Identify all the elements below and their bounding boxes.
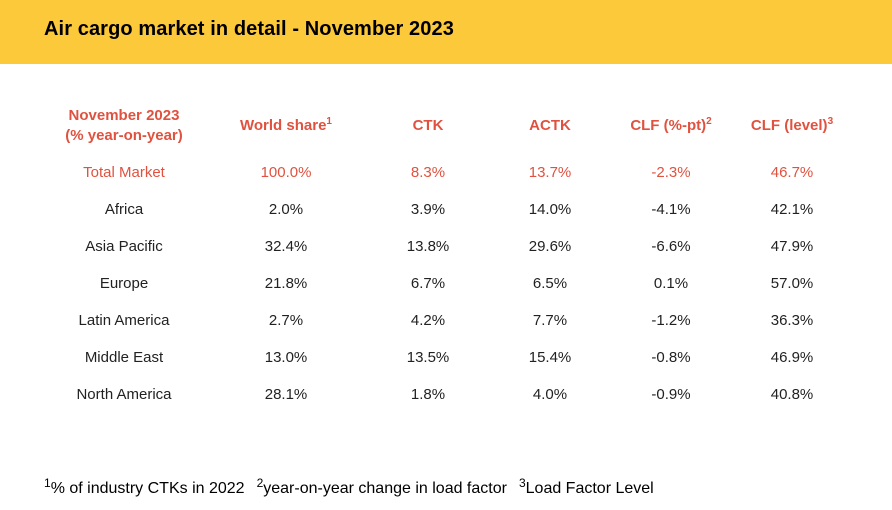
row-africa-clf-level: 42.1% xyxy=(770,201,814,218)
column-header-label: CTK xyxy=(412,117,444,134)
row-north-america-clf-pt: -0.9% xyxy=(651,386,691,403)
column-header-label: CLF (level) xyxy=(750,117,828,134)
row-asia-pacific-clf-level: 47.9% xyxy=(770,238,814,255)
row-total-market-clf-pt: -2.3% xyxy=(651,164,691,181)
row-total-market-world-share: 100.0% xyxy=(260,164,312,181)
title-banner xyxy=(0,0,892,64)
row-europe-ctk: 6.7% xyxy=(410,275,446,292)
footnote-1-number: 1 xyxy=(44,476,51,490)
row-middle-east-world-share: 13.0% xyxy=(264,349,308,366)
row-label-header: November 2023 (% year-on-year) xyxy=(65,106,183,146)
footnote-3-number: 3 xyxy=(518,476,526,490)
row-africa-clf-pt: -4.1% xyxy=(651,201,691,218)
row-latin-america-clf-pt: -1.2% xyxy=(651,312,691,329)
row-asia-pacific-ctk: 13.8% xyxy=(406,238,450,255)
row-label-header-line2: (% year-on-year) xyxy=(65,127,183,144)
row-north-america-clf-level: 40.8% xyxy=(770,386,814,403)
row-middle-east-region: Middle East xyxy=(84,349,164,366)
column-header-sup: 2 xyxy=(706,116,712,127)
row-middle-east-clf-level: 46.9% xyxy=(770,349,814,366)
footnote-2-text: year-on-year change in load factor xyxy=(263,480,507,497)
column-header-clf-level: CLF (level)3 xyxy=(750,116,834,135)
row-europe-clf-pt: 0.1% xyxy=(653,275,689,292)
row-middle-east-clf-pt: -0.8% xyxy=(651,349,691,366)
footnotes: 1% of industry CTKs in 2022 2year-on-year… xyxy=(44,477,654,498)
row-north-america-world-share: 28.1% xyxy=(264,386,308,403)
row-latin-america-actk: 7.7% xyxy=(532,312,568,329)
row-latin-america-ctk: 4.2% xyxy=(410,312,446,329)
row-africa-actk: 14.0% xyxy=(528,201,572,218)
row-north-america-actk: 4.0% xyxy=(532,386,568,403)
row-africa-world-share: 2.0% xyxy=(268,201,304,218)
row-asia-pacific-clf-pt: -6.6% xyxy=(651,238,691,255)
column-header-label: ACTK xyxy=(529,117,571,134)
row-africa-ctk: 3.9% xyxy=(410,201,446,218)
row-total-market-clf-level: 46.7% xyxy=(770,164,814,181)
row-total-market-ctk: 8.3% xyxy=(410,164,446,181)
row-label-header-line1: November 2023 xyxy=(68,107,180,124)
row-asia-pacific-actk: 29.6% xyxy=(528,238,572,255)
row-latin-america-clf-level: 36.3% xyxy=(770,312,814,329)
column-header-sup: 1 xyxy=(326,116,332,127)
row-asia-pacific-region: Asia Pacific xyxy=(85,238,163,255)
row-north-america-ctk: 1.8% xyxy=(410,386,446,403)
column-header-actk: ACTK xyxy=(529,117,571,134)
column-header-label: CLF (%-pt) xyxy=(630,117,707,134)
row-total-market-region: Total Market xyxy=(83,164,165,181)
column-header-world-share: World share1 xyxy=(240,116,332,135)
row-latin-america-world-share: 2.7% xyxy=(268,312,304,329)
footnote-2-number: 2 xyxy=(256,476,264,490)
row-north-america-region: North America xyxy=(76,386,172,403)
row-africa-region: Africa xyxy=(104,201,144,218)
row-europe-clf-level: 57.0% xyxy=(770,275,814,292)
footnote-1-text: % of industry CTKs in 2022 xyxy=(50,480,245,497)
row-europe-region: Europe xyxy=(99,275,149,292)
footnote-3-text: Load Factor Level xyxy=(525,480,654,497)
row-europe-world-share: 21.8% xyxy=(264,275,308,292)
row-asia-pacific-world-share: 32.4% xyxy=(264,238,308,255)
column-header-sup: 3 xyxy=(827,116,834,127)
row-middle-east-ctk: 13.5% xyxy=(406,349,450,366)
row-europe-actk: 6.5% xyxy=(532,275,568,292)
column-header-label: World share xyxy=(240,117,327,134)
row-total-market-actk: 13.7% xyxy=(528,164,572,181)
row-latin-america-region: Latin America xyxy=(78,312,170,329)
column-header-ctk: CTK xyxy=(413,117,444,134)
page-title: Air cargo market in detail - November 20… xyxy=(44,18,454,40)
column-header-clf-pt: CLF (%-pt)2 xyxy=(630,116,712,135)
row-middle-east-actk: 15.4% xyxy=(528,349,572,366)
